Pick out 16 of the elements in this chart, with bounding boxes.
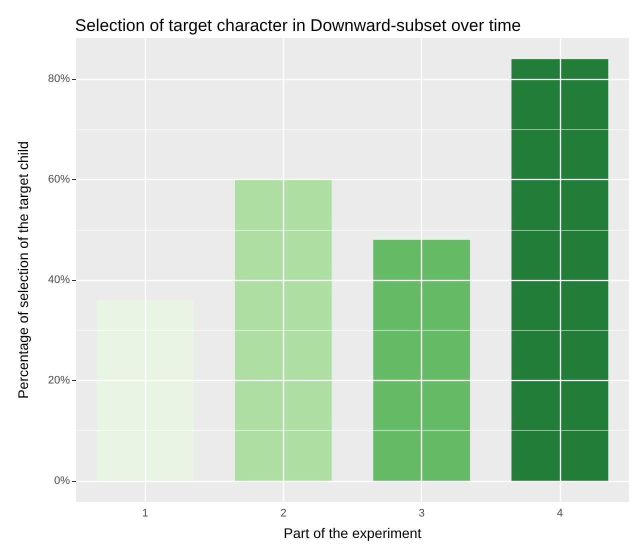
bar — [373, 240, 470, 481]
x-tick-label: 1 — [142, 508, 148, 520]
x-tick-label: 2 — [280, 508, 286, 520]
bar — [511, 59, 608, 481]
y-tick-label: 20% — [48, 374, 70, 386]
x-tick-label: 3 — [418, 508, 425, 520]
y-tick-label: 40% — [48, 274, 70, 286]
y-tick-label: 80% — [48, 73, 70, 86]
bar — [234, 180, 332, 481]
y-tick-label: 60% — [48, 174, 70, 186]
x-axis-title: Part of the experiment — [284, 525, 422, 541]
y-axis-title: Percentage of selection of the target child — [15, 141, 31, 399]
x-tick-label: 4 — [556, 508, 563, 520]
y-tick-label: 0% — [54, 474, 70, 487]
chart-title: Selection of target character in Downward-subset over time — [75, 16, 521, 35]
bar — [96, 300, 194, 481]
